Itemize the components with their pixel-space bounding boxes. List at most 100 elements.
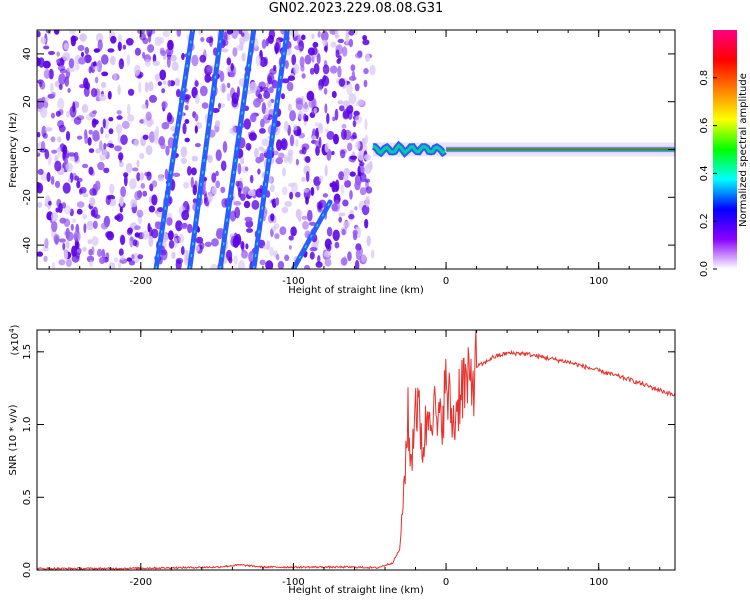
noise-blob xyxy=(82,193,89,198)
noise-blob xyxy=(162,30,171,38)
noise-blob xyxy=(194,80,199,87)
noise-blob xyxy=(354,206,358,211)
noise-blob xyxy=(151,194,158,206)
noise-blob xyxy=(102,147,108,158)
noise-blob xyxy=(199,241,205,250)
noise-blob xyxy=(315,145,320,156)
noise-blob xyxy=(88,66,92,74)
noise-blob xyxy=(214,120,221,127)
noise-blob xyxy=(130,237,135,242)
noise-blob xyxy=(333,133,339,145)
noise-blob xyxy=(118,248,124,256)
noise-blob xyxy=(369,64,376,76)
noise-blob xyxy=(211,186,217,195)
noise-blob xyxy=(172,172,181,177)
noise-blob xyxy=(290,30,299,37)
noise-blob xyxy=(286,81,294,92)
noise-blob xyxy=(354,259,360,269)
noise-blob xyxy=(92,119,99,125)
noise-blob xyxy=(301,146,307,155)
noise-blob xyxy=(221,48,229,53)
noise-blob xyxy=(199,85,208,97)
noise-blob xyxy=(59,68,67,74)
noise-blob xyxy=(355,243,362,251)
noise-blob xyxy=(240,157,245,165)
noise-blob xyxy=(342,46,348,57)
noise-blob xyxy=(119,206,123,213)
noise-blob xyxy=(133,139,139,147)
noise-blob xyxy=(284,200,292,208)
noise-blob xyxy=(87,239,93,245)
noise-blob xyxy=(201,102,209,109)
noise-blob xyxy=(226,82,231,89)
noise-blob xyxy=(231,124,236,136)
noise-blob xyxy=(51,220,58,233)
noise-blob xyxy=(67,178,72,183)
noise-blob xyxy=(151,228,159,239)
spectrogram-x-tick-label: -100 xyxy=(282,276,305,287)
noise-blob xyxy=(79,188,83,195)
noise-blob xyxy=(161,122,170,130)
noise-blob xyxy=(125,162,133,173)
noise-blob xyxy=(136,172,141,182)
noise-blob xyxy=(330,41,337,48)
noise-blob xyxy=(67,88,71,93)
noise-blob xyxy=(184,104,189,111)
noise-blob xyxy=(144,81,149,93)
noise-blob xyxy=(123,172,129,178)
noise-blob xyxy=(142,51,146,59)
noise-blob xyxy=(228,256,233,264)
noise-blob xyxy=(37,251,44,257)
noise-blob xyxy=(206,65,213,73)
noise-blob xyxy=(322,64,330,75)
noise-blob xyxy=(67,152,76,157)
noise-blob xyxy=(355,52,363,59)
noise-blob xyxy=(108,262,116,269)
noise-blob xyxy=(118,197,123,205)
noise-blob xyxy=(269,68,277,75)
noise-blob xyxy=(301,34,306,41)
noise-blob xyxy=(48,200,52,206)
noise-blob xyxy=(65,162,73,172)
noise-blob xyxy=(71,245,77,257)
noise-blob xyxy=(184,137,190,143)
noise-blob xyxy=(87,221,93,226)
noise-blob xyxy=(370,249,375,259)
noise-blob xyxy=(255,188,263,198)
noise-blob xyxy=(184,119,190,124)
noise-blob xyxy=(332,229,340,241)
noise-blob xyxy=(348,213,355,220)
noise-blob xyxy=(134,225,141,231)
noise-blob xyxy=(53,233,60,244)
noise-blob xyxy=(342,108,350,119)
noise-blob xyxy=(161,101,168,109)
noise-blob xyxy=(167,39,174,51)
noise-blob xyxy=(350,64,356,72)
noise-blob xyxy=(51,112,55,119)
noise-blob xyxy=(101,71,109,77)
spectrogram-streak-core xyxy=(188,30,223,269)
noise-blob xyxy=(39,81,43,88)
noise-blob xyxy=(117,132,121,144)
noise-blob xyxy=(107,90,112,100)
noise-blob xyxy=(190,167,197,176)
noise-blob xyxy=(159,69,167,81)
noise-blob xyxy=(304,54,312,65)
snr-y-scale-exponent: 4 xyxy=(8,328,16,333)
noise-blob xyxy=(76,201,85,208)
noise-blob xyxy=(348,76,357,81)
noise-blob xyxy=(258,81,267,90)
noise-blob xyxy=(141,103,147,110)
noise-blob xyxy=(94,76,99,84)
noise-blob xyxy=(56,147,61,152)
noise-blob xyxy=(323,250,331,258)
noise-blob xyxy=(207,192,213,203)
noise-blob xyxy=(157,174,164,182)
noise-blob xyxy=(62,182,71,194)
noise-blob xyxy=(296,129,302,136)
noise-blob xyxy=(142,134,149,140)
noise-blob xyxy=(362,35,367,41)
noise-blob xyxy=(311,135,317,140)
noise-blob xyxy=(113,257,119,263)
noise-blob xyxy=(365,196,371,208)
